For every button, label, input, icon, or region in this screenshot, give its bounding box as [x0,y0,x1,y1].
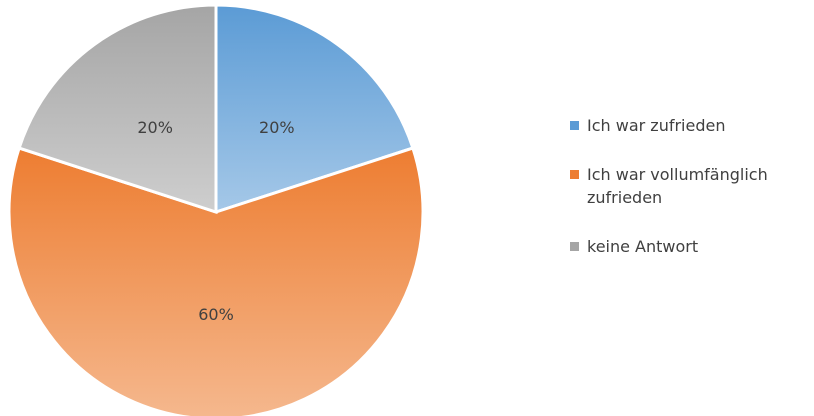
legend-entry: Ich war zufrieden [570,114,814,137]
legend-label: Ich war zufrieden [587,116,726,135]
pie-slice [7,146,425,416]
legend-swatch [570,121,579,130]
legend-entry: Ich war vollumfänglich zufrieden [570,163,814,209]
data-label: 20% [259,118,295,137]
legend-swatch [570,242,579,251]
chart: 20% 60% 20% [7,3,425,416]
legend-swatch [570,170,579,179]
data-label: 20% [137,118,173,137]
legend-label: Ich war vollumfänglich zufrieden [587,165,768,207]
pie-slice [17,3,218,215]
pie-slice [214,3,415,215]
legend-label: keine Antwort [587,237,699,256]
legend: Ich war zufrieden Ich war vollumfänglich … [570,114,814,258]
data-label: 60% [198,305,234,324]
legend-entry: keine Antwort [570,235,814,258]
